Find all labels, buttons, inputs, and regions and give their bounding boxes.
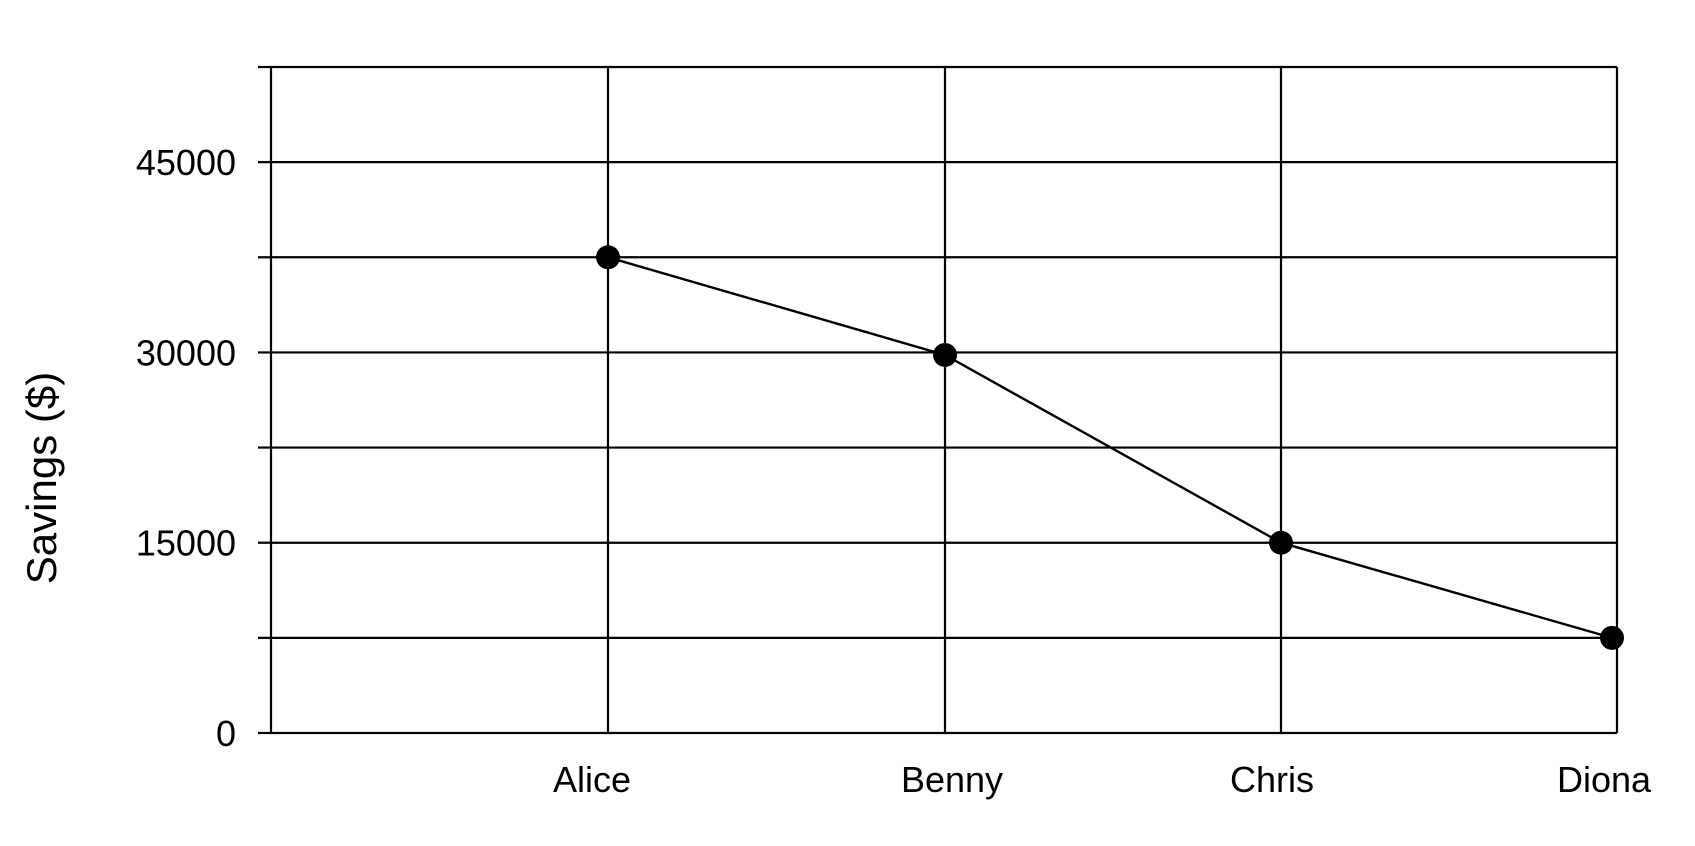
x-tick-label-chris: Chris (1230, 759, 1314, 800)
y-axis-title: Savings ($) (18, 372, 65, 584)
axis-layer (258, 65, 271, 735)
label-layer: 0 15000 30000 45000 Alice Benny Chris Diona (136, 142, 1652, 800)
x-tick-label-alice: Alice (553, 759, 631, 800)
data-point-benny (933, 342, 957, 367)
series-layer (596, 245, 1624, 650)
data-point-diona (1600, 625, 1624, 650)
y-tick-label: 45000 (136, 142, 236, 183)
data-point-chris (1269, 530, 1293, 555)
series-line (607, 256, 1613, 640)
y-tick-label: 30000 (136, 332, 236, 373)
x-tick-label-diona: Diona (1557, 759, 1652, 800)
grid-layer (269, 65, 1619, 735)
x-tick-label-benny: Benny (901, 759, 1003, 800)
data-point-alice (596, 245, 620, 270)
y-tick-label: 15000 (136, 523, 236, 564)
y-tick-label: 0 (216, 713, 236, 754)
